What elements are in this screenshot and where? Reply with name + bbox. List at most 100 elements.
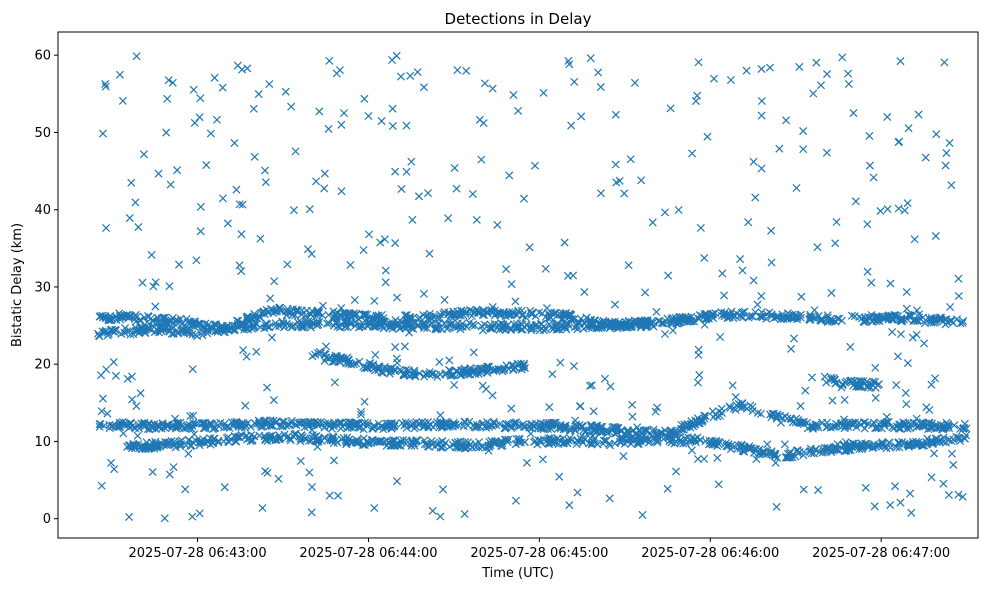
detection-marker [737, 312, 746, 321]
detection-marker [344, 356, 353, 365]
detection-marker [958, 492, 967, 501]
detection-marker [469, 421, 478, 430]
detection-marker [520, 438, 529, 447]
detection-marker [654, 316, 663, 325]
detection-marker [480, 320, 489, 329]
detection-marker [449, 371, 459, 380]
detection-marker [296, 437, 305, 446]
detection-marker [920, 319, 929, 328]
detection-marker [640, 319, 649, 328]
detection-marker [810, 306, 819, 315]
detection-marker [491, 365, 500, 374]
detection-marker [115, 309, 124, 318]
detection-marker [249, 321, 259, 331]
detection-marker [688, 149, 697, 158]
detection-marker [726, 76, 735, 85]
detection-marker [263, 322, 272, 331]
detection-marker [165, 282, 174, 291]
detection-marker [572, 440, 581, 449]
detection-marker [512, 434, 521, 443]
detection-marker [853, 378, 862, 387]
detection-marker [784, 453, 793, 462]
detection-marker [512, 418, 521, 427]
detection-marker [833, 440, 842, 449]
detection-marker [796, 310, 805, 319]
detection-marker [271, 322, 280, 331]
detection-marker [138, 278, 147, 287]
detection-marker [343, 424, 352, 433]
detection-marker [936, 420, 946, 429]
detection-marker [484, 446, 493, 455]
detection-marker [624, 317, 633, 326]
detection-marker [140, 419, 149, 428]
detection-marker [173, 418, 182, 427]
detection-marker [694, 345, 703, 354]
detection-marker [101, 82, 110, 91]
detection-marker [263, 383, 272, 392]
detection-marker [829, 422, 838, 431]
detection-marker [687, 420, 696, 429]
detection-marker [337, 187, 346, 196]
detection-marker [151, 302, 160, 311]
detection-marker [799, 145, 808, 154]
detection-marker [693, 378, 703, 387]
detection-marker [660, 426, 669, 435]
detection-marker [883, 205, 892, 214]
detection-marker [104, 316, 113, 325]
detection-marker [947, 437, 956, 446]
detection-marker [353, 436, 362, 445]
detection-marker [360, 94, 369, 103]
x-tick-label: 2025-07-28 06:44:00 [299, 546, 437, 561]
detection-marker [904, 421, 913, 430]
detection-marker [379, 368, 388, 377]
detection-marker [495, 321, 504, 330]
detection-marker [285, 434, 294, 443]
plot-frame [57, 31, 979, 539]
data-markers [93, 51, 971, 523]
detection-marker [687, 446, 696, 455]
detection-marker [410, 366, 419, 375]
detection-marker [332, 318, 341, 327]
detection-marker [582, 322, 592, 331]
detection-marker [846, 342, 855, 351]
detection-marker [641, 288, 650, 297]
detection-marker [666, 104, 675, 113]
detection-marker [480, 79, 489, 88]
detection-marker [586, 421, 595, 430]
detection-marker [771, 449, 780, 458]
detection-marker [575, 402, 584, 411]
detection-marker [674, 205, 683, 215]
detection-marker [873, 441, 882, 450]
detection-marker [825, 444, 834, 453]
detection-marker [867, 380, 876, 389]
detection-marker [847, 376, 856, 385]
detection-marker [904, 311, 914, 320]
detection-marker [892, 380, 901, 389]
detection-marker [763, 440, 772, 449]
detection-marker [531, 161, 540, 170]
detection-marker [954, 490, 963, 499]
detection-marker [435, 358, 444, 367]
detection-marker [315, 317, 324, 326]
detection-marker [730, 311, 739, 320]
detection-marker [175, 260, 184, 269]
detection-marker [882, 412, 891, 421]
detection-marker [857, 441, 866, 450]
detection-marker [161, 313, 170, 322]
detection-marker [450, 163, 459, 173]
x-axis: 2025-07-28 06:43:00 2025-07-28 06:44:00 20… [129, 538, 950, 561]
detection-marker [519, 194, 529, 203]
detection-marker [423, 324, 432, 333]
detection-marker [392, 477, 402, 486]
detection-marker [624, 261, 633, 270]
detection-marker [904, 124, 913, 133]
detection-marker [403, 321, 412, 330]
detection-marker [861, 483, 870, 492]
detection-marker [561, 421, 570, 430]
detection-marker [133, 312, 142, 321]
detection-marker [555, 472, 564, 481]
detection-marker [859, 317, 868, 326]
detection-marker [795, 62, 804, 71]
detection-marker [337, 303, 346, 313]
detection-marker [696, 223, 705, 232]
